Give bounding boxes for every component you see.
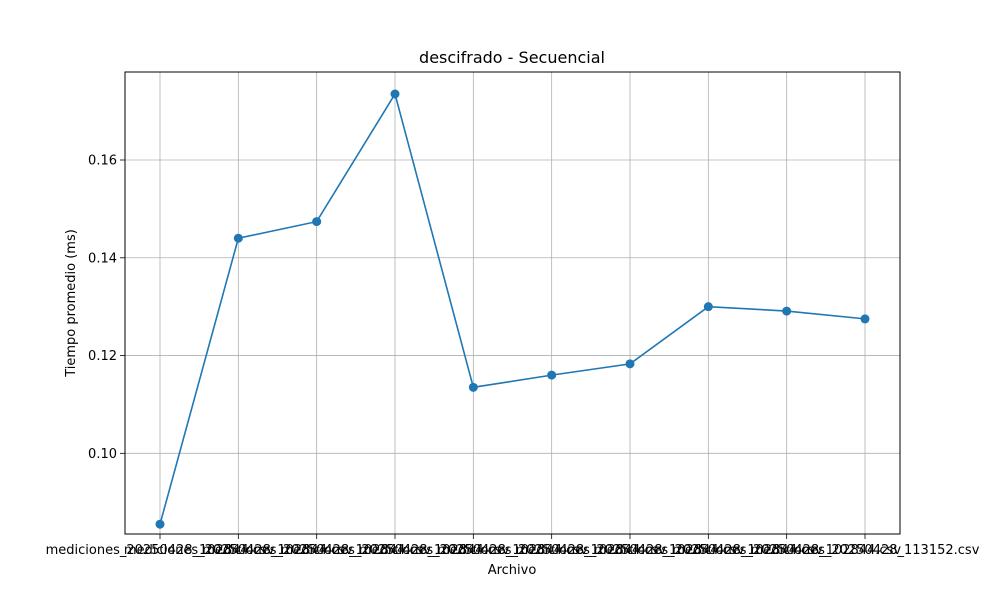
y-tick-label: 0.16 xyxy=(88,154,117,169)
x-tick-label: mediciones_20250428_102844.csv xyxy=(359,543,588,558)
x-tick-label: mediciones_20250428_102844.csv xyxy=(516,543,745,558)
data-point xyxy=(625,359,635,369)
series-line xyxy=(159,91,866,525)
x-axis-ticks: mediciones_20250428_102844.csvmediciones… xyxy=(46,534,980,558)
x-tick-label: mediciones_20250428_102844.csv xyxy=(281,543,510,558)
x-tick-label: mediciones_20250428_102844.csv xyxy=(594,543,823,558)
data-point xyxy=(860,314,870,324)
chart-title: descifrado - Secuencial xyxy=(419,48,605,67)
x-tick-label: mediciones_20250428_102844.csv xyxy=(202,543,431,558)
y-tick-label: 0.10 xyxy=(88,447,117,462)
y-tick-label: 0.14 xyxy=(88,251,117,266)
data-series xyxy=(155,89,870,529)
data-point xyxy=(782,306,792,316)
y-axis-label: Tiempo promedio (ms) xyxy=(64,229,79,378)
data-point xyxy=(468,382,478,392)
data-point xyxy=(155,519,165,529)
x-axis-label: Archivo xyxy=(488,563,537,578)
x-tick-label: mediciones_20250428_102844.csv xyxy=(124,543,353,558)
x-tick-label: mediciones_20250428_102844.csv xyxy=(46,543,275,558)
x-tick-label: mediciones_20250428_113152.csv xyxy=(751,543,980,558)
data-point xyxy=(703,302,713,312)
data-point xyxy=(312,217,322,227)
grid xyxy=(125,72,900,534)
y-axis-ticks: 0.10 0.12 0.14 0.16 xyxy=(88,154,125,462)
data-point xyxy=(233,233,243,243)
data-point xyxy=(547,370,557,380)
x-tick-label: mediciones_20250428_102844.csv xyxy=(437,543,666,558)
data-point xyxy=(390,89,400,99)
x-tick-label: mediciones_20250428_102844.csv xyxy=(672,543,901,558)
y-tick-label: 0.12 xyxy=(88,349,117,364)
plot-area-frame xyxy=(124,71,901,535)
